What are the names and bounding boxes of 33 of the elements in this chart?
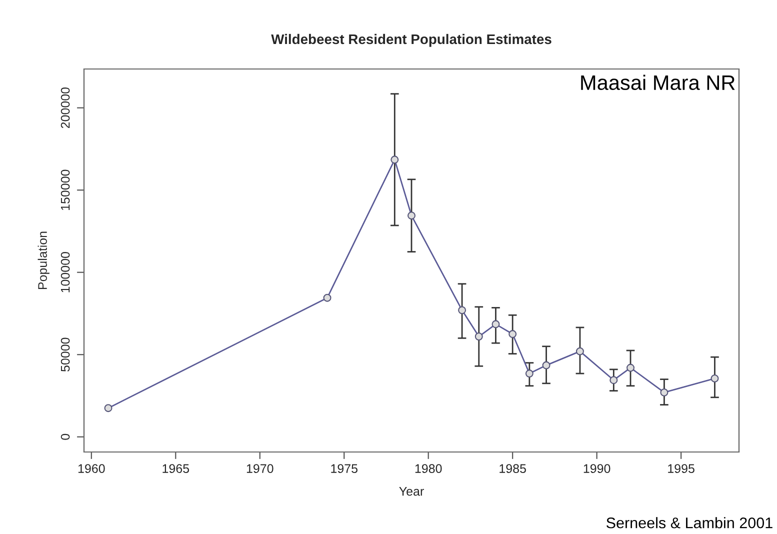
- text: Serneels & Lambin 2001: [606, 517, 772, 528]
- y-tick-label: 150000: [60, 170, 70, 210]
- point: [542, 361, 550, 370]
- x-tick-label: 1980: [415, 464, 442, 473]
- point: [710, 374, 719, 382]
- y-tick-label: 100000: [60, 252, 70, 292]
- x-tick-label: 1965: [162, 464, 190, 473]
- point: [576, 347, 584, 356]
- point: [626, 364, 634, 372]
- point: [408, 212, 416, 220]
- x-tick-label: 1970: [246, 464, 274, 473]
- y-axis-title: Population: [38, 232, 50, 290]
- annotation: Maasai Mara NR: [581, 74, 735, 90]
- point: [660, 388, 668, 396]
- point: [492, 320, 500, 328]
- point: [458, 306, 466, 314]
- y-tick-label: 0: [60, 434, 70, 440]
- x-tick-label: 1985: [500, 464, 526, 473]
- x-tick-label: 1975: [331, 464, 358, 473]
- x-tick-label: 1990: [584, 464, 610, 473]
- point: [508, 330, 517, 338]
- x-tick-label: 1960: [78, 464, 105, 473]
- x-axis-title: Year: [399, 487, 424, 496]
- point: [525, 370, 534, 378]
- point: [323, 294, 332, 302]
- point: [610, 376, 618, 384]
- y-tick-label: 200000: [60, 87, 70, 128]
- y-tick-label: 50000: [60, 338, 70, 372]
- point: [390, 156, 399, 164]
- chart-title: Wildebeest Resident Population Estimates: [271, 34, 552, 47]
- point: [474, 332, 483, 340]
- x-tick-label: 1995: [668, 464, 694, 473]
- point: [104, 404, 112, 412]
